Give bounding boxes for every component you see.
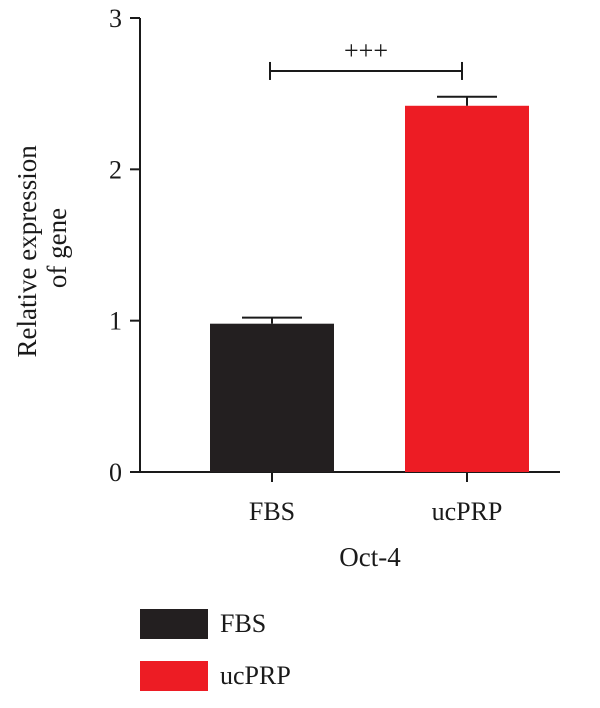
y-tick-label: 0 [109, 458, 122, 487]
legend-label-fbs: FBS [220, 609, 267, 638]
x-tick-label-fbs: FBS [249, 497, 295, 526]
legend-swatch-fbs [140, 609, 208, 639]
bar-ucprp [405, 105, 529, 473]
legend-item-ucprp: ucPRP [140, 656, 291, 696]
plot-area: 0 1 2 3 FBS ucPRP +++ [109, 4, 560, 526]
y-tick-label: 3 [109, 4, 122, 33]
x-axis-title: Oct-4 [339, 542, 401, 572]
legend: FBS ucPRP [140, 604, 291, 708]
y-tick-label: 1 [109, 307, 122, 336]
y-axis-title-line-1: Relative expression [12, 145, 42, 358]
x-tick-label-ucprp: ucPRP [432, 497, 503, 526]
legend-label-ucprp: ucPRP [220, 661, 291, 690]
significance-label: +++ [344, 36, 388, 65]
y-tick-label: 2 [109, 155, 122, 184]
bar-chart: 0 1 2 3 FBS ucPRP +++ Relative expression of g… [12, 4, 560, 572]
y-axis-title: Relative expression of gene [12, 139, 72, 358]
legend-swatch-ucprp [140, 661, 208, 691]
bar-fbs [210, 323, 334, 472]
legend-item-fbs: FBS [140, 604, 291, 644]
y-axis-title-line-2: of gene [42, 208, 72, 288]
